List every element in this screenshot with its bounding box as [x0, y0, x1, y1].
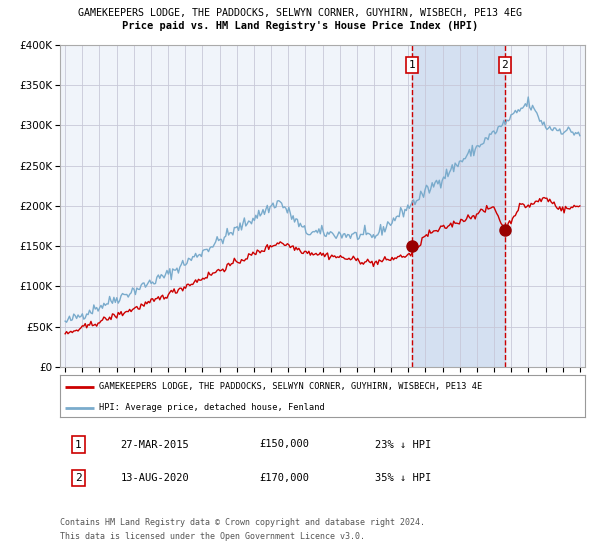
Text: 23% ↓ HPI: 23% ↓ HPI	[375, 440, 431, 450]
Text: 13-AUG-2020: 13-AUG-2020	[121, 473, 189, 483]
Text: Price paid vs. HM Land Registry's House Price Index (HPI): Price paid vs. HM Land Registry's House …	[122, 21, 478, 31]
Text: £170,000: £170,000	[260, 473, 310, 483]
Text: 27-MAR-2015: 27-MAR-2015	[121, 440, 189, 450]
Text: 35% ↓ HPI: 35% ↓ HPI	[375, 473, 431, 483]
Text: £150,000: £150,000	[260, 440, 310, 450]
Bar	[412, 45, 505, 367]
Text: This data is licensed under the Open Government Licence v3.0.: This data is licensed under the Open Gov…	[60, 532, 365, 541]
Text: 2: 2	[75, 473, 82, 483]
Text: 1: 1	[409, 60, 416, 70]
Text: 1: 1	[75, 440, 82, 450]
Text: GAMEKEEPERS LODGE, THE PADDOCKS, SELWYN CORNER, GUYHIRN, WISBECH, PE13 4EG: GAMEKEEPERS LODGE, THE PADDOCKS, SELWYN …	[78, 8, 522, 18]
Text: Contains HM Land Registry data © Crown copyright and database right 2024.: Contains HM Land Registry data © Crown c…	[60, 518, 425, 527]
Text: GAMEKEEPERS LODGE, THE PADDOCKS, SELWYN CORNER, GUYHIRN, WISBECH, PE13 4E: GAMEKEEPERS LODGE, THE PADDOCKS, SELWYN …	[100, 382, 482, 391]
Text: 2: 2	[502, 60, 508, 70]
Text: HPI: Average price, detached house, Fenland: HPI: Average price, detached house, Fenl…	[100, 403, 325, 413]
